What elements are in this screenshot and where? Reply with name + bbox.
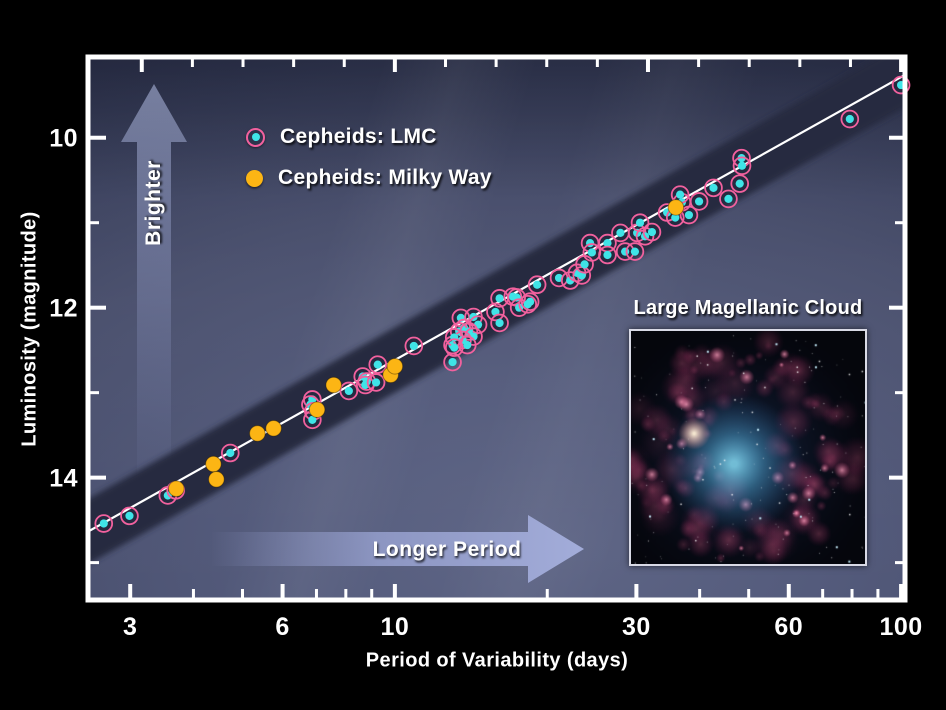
lmc-point-ring (730, 174, 750, 193)
x-tick-label: 10 (380, 613, 409, 641)
milky-way-point (168, 480, 185, 497)
x-tick-label: 6 (275, 613, 289, 641)
legend-row-lmc: Cepheids: LMC (246, 125, 492, 149)
lmc-point (603, 238, 612, 248)
lmc-point (684, 210, 694, 220)
brighter-arrow-label: Brighter (142, 160, 165, 246)
milky-way-point (205, 455, 222, 473)
lmc-point (735, 179, 744, 188)
lmc-point-ring (404, 336, 424, 356)
lmc-point (709, 183, 718, 192)
lmc-point (226, 448, 235, 458)
brighter-arrow (121, 84, 187, 478)
legend-label-milky-way: Cepheids: Milky Way (278, 166, 492, 189)
lmc-point-ring (520, 292, 540, 312)
lmc-point-ring (732, 156, 752, 176)
lmc-point-ring (468, 315, 488, 334)
lmc-point (99, 519, 108, 528)
lmc-point (371, 378, 381, 387)
lmc-point (463, 340, 472, 350)
lmc-point-ring (444, 338, 464, 357)
x-axis-title: Period of Variability (days) (365, 649, 629, 672)
lmc-point (616, 228, 625, 238)
milky-way-point (249, 425, 266, 442)
lmc-point-ring (598, 245, 617, 265)
lmc-point (448, 357, 457, 367)
lmc-point (566, 276, 575, 285)
lmc-point-ring (94, 514, 114, 533)
lmc-point-ring (689, 192, 709, 211)
inset-title: Large Magellanic Cloud (633, 297, 863, 319)
lmc-point (308, 415, 317, 424)
lmc-point (845, 114, 854, 124)
lmc-point-ring (486, 302, 505, 322)
milky-way-point (386, 358, 404, 375)
lmc-point (580, 260, 589, 269)
lmc-point-ring (679, 205, 699, 225)
lmc-point-ring (120, 506, 139, 526)
legend-row-milky-way: Cepheids: Milky Way (246, 166, 492, 190)
x-tick-label: 3 (123, 613, 137, 641)
y-tick-label: 10 (49, 125, 78, 153)
lmc-point-ring (840, 109, 860, 129)
lmc-point (409, 341, 418, 351)
lmc-point-ring (368, 355, 388, 374)
lmc-point-ring (719, 189, 738, 209)
x-tick-label: 30 (622, 613, 651, 641)
plot-frame (85, 54, 908, 603)
lmc-point-ring (339, 381, 359, 401)
lmc-point-ring (891, 75, 911, 95)
lmc-point (344, 386, 353, 396)
lmc-inset-canvas (631, 331, 865, 564)
y-tick-label: 14 (49, 465, 78, 493)
milky-way-point (667, 199, 685, 216)
lmc-point-ring (625, 242, 645, 261)
milky-way-point (325, 376, 342, 394)
lmc-point (694, 197, 704, 206)
lmc-point (587, 248, 596, 257)
x-tick-label: 100 (879, 613, 922, 641)
lmc-point (125, 511, 134, 520)
lmc-point-ring (527, 275, 547, 295)
lmc-point (647, 227, 657, 237)
lmc-point-ring (490, 313, 509, 333)
lmc-point-ring (642, 222, 662, 242)
lmc-point-ring (704, 178, 723, 198)
lmc-point (495, 318, 504, 328)
lmc-point (526, 297, 535, 306)
y-tick-label: 12 (49, 295, 78, 323)
milky-way-marker-icon (246, 169, 263, 187)
lmc-point (630, 247, 640, 256)
legend: Cepheids: LMC Cepheids: Milky Way (246, 125, 492, 190)
lmc-point-ring (457, 335, 477, 355)
lmc-point-ring (443, 352, 462, 372)
longer-period-arrow-label: Longer Period (373, 538, 522, 561)
longer-period-arrow (212, 515, 584, 583)
lmc-point (737, 161, 747, 170)
lmc-point-ring (366, 373, 386, 392)
legend-label-lmc: Cepheids: LMC (280, 125, 437, 148)
lmc-point (635, 218, 645, 227)
lmc-point (676, 190, 685, 199)
lmc-inset-image (629, 329, 867, 566)
y-axis-title: Luminosity (magnitude) (18, 211, 41, 447)
lmc-point (671, 213, 680, 222)
lmc-marker-icon (246, 127, 265, 147)
lmc-point-ring (630, 213, 650, 233)
lmc-point-ring (518, 294, 538, 314)
lmc-point (450, 343, 459, 352)
milky-way-point (208, 471, 225, 488)
x-tick-label: 60 (774, 613, 803, 641)
milky-way-point (265, 420, 282, 437)
lmc-point (724, 194, 733, 204)
lmc-point-ring (220, 443, 240, 463)
lmc-point (603, 250, 612, 260)
milky-way-point (308, 401, 326, 418)
lmc-point (373, 360, 382, 369)
lmc-point (533, 280, 542, 289)
lmc-point (495, 294, 504, 303)
